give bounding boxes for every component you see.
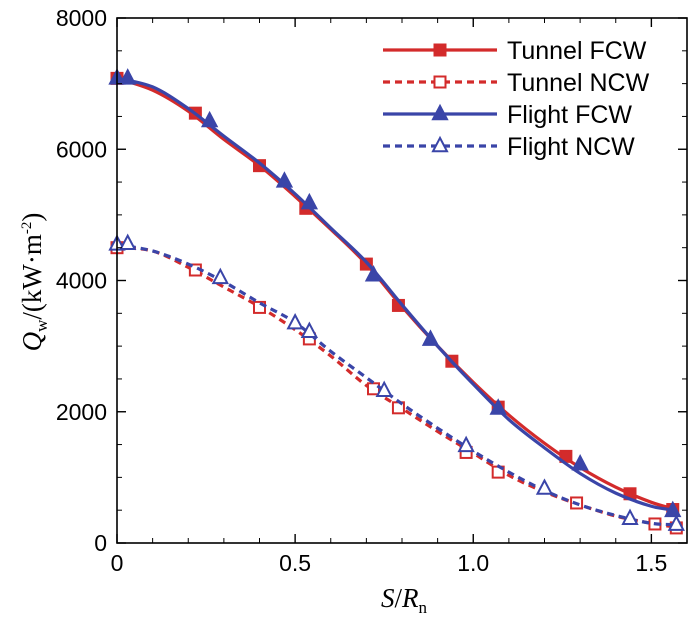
legend-swatch-marker <box>433 75 447 89</box>
y-label-unit-prefix: /(kW·m <box>17 234 47 319</box>
y-label-sub: w <box>32 319 51 332</box>
data-point <box>571 454 589 471</box>
legend-swatch-marker <box>431 103 449 121</box>
data-point <box>621 508 639 525</box>
legend-swatch-marker <box>433 43 447 57</box>
legend-item: Tunnel FCW <box>383 37 647 65</box>
data-point <box>535 478 554 495</box>
data-point <box>286 312 304 330</box>
data-point <box>300 192 319 210</box>
x-tick-label: 1.5 <box>635 550 667 576</box>
y-label-unit-suffix: ) <box>17 213 47 222</box>
legend-item: Flight NCW <box>383 133 635 161</box>
series-line <box>116 76 677 512</box>
data-point <box>119 68 137 85</box>
data-point <box>489 398 507 415</box>
data-point <box>211 267 229 285</box>
data-point <box>421 329 440 346</box>
x-label-slash: / <box>394 583 402 613</box>
data-point <box>200 110 219 128</box>
x-axis-label: S/Rn <box>381 583 428 617</box>
data-point <box>275 171 294 188</box>
data-point <box>367 382 380 396</box>
y-label-unit-exp: -2 <box>19 222 35 235</box>
legend-item: Flight FCW <box>383 101 632 129</box>
legend-item: Tunnel NCW <box>383 69 650 97</box>
data-point <box>667 514 685 531</box>
y-tick-label: 0 <box>94 530 107 556</box>
legend-label: Tunnel NCW <box>507 69 650 97</box>
x-tick-label: 0 <box>111 550 124 576</box>
series-line <box>116 242 677 527</box>
x-label-sub: n <box>419 598 428 617</box>
legend-label: Tunnel FCW <box>507 37 647 65</box>
y-tick-label: 2000 <box>56 399 107 425</box>
y-label-var: Q <box>17 332 47 352</box>
legend-swatch-marker <box>431 135 449 153</box>
x-tick-label: 0.5 <box>279 550 311 576</box>
y-tick-label: 8000 <box>56 5 107 31</box>
series-2 <box>108 68 682 518</box>
data-point <box>457 435 475 453</box>
y-tick-label: 4000 <box>56 268 107 294</box>
data-point <box>300 321 319 338</box>
axes-layer: 0 0.5 1.0 1.5 0 2000 4000 6000 8000 <box>56 5 688 576</box>
legend-label: Flight NCW <box>507 133 635 161</box>
x-tick-label: 1.0 <box>457 550 489 576</box>
data-point <box>364 265 383 282</box>
data-point <box>664 500 682 518</box>
data-point <box>375 380 393 397</box>
series-line <box>116 246 677 529</box>
legend: Tunnel FCW Tunnel NCW Flight FCW Flight NCW <box>383 37 650 161</box>
series-1 <box>110 241 683 535</box>
legend-label: Flight FCW <box>507 101 632 129</box>
y-axis-label: Qw/(kW·m-2) <box>17 213 51 352</box>
x-label-var: S <box>381 583 395 613</box>
series-3 <box>108 233 685 531</box>
x-label-subvar: R <box>401 583 419 613</box>
data-point <box>119 233 137 250</box>
y-tick-label: 6000 <box>56 136 107 162</box>
